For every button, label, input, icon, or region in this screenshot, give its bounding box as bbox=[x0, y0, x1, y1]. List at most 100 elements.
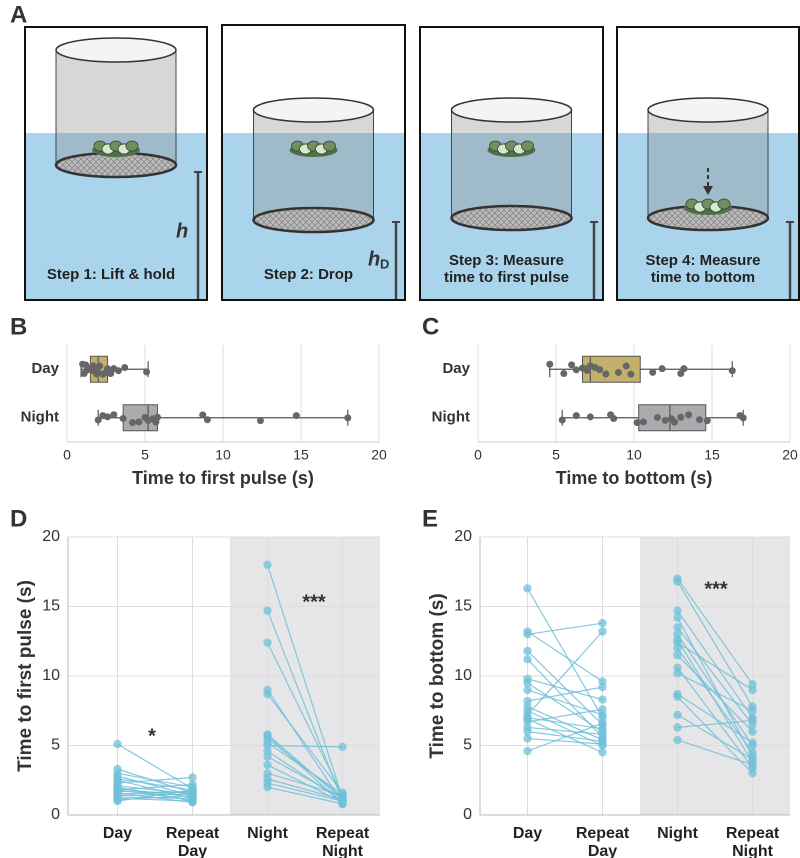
category-label: Day bbox=[102, 825, 133, 842]
point bbox=[113, 739, 122, 749]
point bbox=[113, 796, 122, 806]
cylinder-top bbox=[647, 97, 769, 123]
height-label: h bbox=[176, 220, 188, 242]
x-tick-label: 10 bbox=[626, 447, 642, 463]
point bbox=[560, 369, 568, 377]
pair-line bbox=[527, 689, 603, 716]
category-label: Night bbox=[247, 825, 288, 842]
point bbox=[119, 415, 127, 423]
cylinder-top bbox=[252, 97, 375, 123]
point bbox=[673, 710, 682, 720]
point bbox=[673, 692, 682, 702]
x-tick-label: 5 bbox=[552, 447, 560, 463]
pair-line bbox=[267, 782, 343, 802]
pair-line bbox=[677, 739, 753, 766]
significance: *** bbox=[704, 578, 728, 600]
point bbox=[602, 370, 610, 378]
point bbox=[523, 646, 532, 656]
specimen bbox=[487, 140, 536, 157]
category-label: Repeat Night bbox=[725, 825, 780, 858]
pair-line bbox=[267, 750, 343, 802]
pair-line bbox=[117, 790, 193, 794]
pair-line bbox=[266, 642, 344, 796]
point bbox=[572, 412, 580, 420]
pair-line bbox=[117, 793, 193, 797]
pair-line bbox=[527, 631, 603, 716]
x-tick-label: 0 bbox=[474, 447, 482, 463]
pair-line bbox=[117, 789, 193, 802]
specimen-lobe bbox=[125, 140, 139, 152]
point bbox=[649, 368, 657, 376]
cylinder-mesh bbox=[252, 206, 375, 234]
point bbox=[153, 413, 161, 421]
drop-arrow-head bbox=[703, 186, 713, 195]
category-label: Night bbox=[657, 825, 698, 842]
point bbox=[523, 584, 532, 593]
step-label: Step 4: Measure time to bottom bbox=[645, 252, 761, 287]
panel-letter: E bbox=[422, 505, 438, 532]
specimen-lobe bbox=[717, 198, 731, 210]
point bbox=[523, 678, 532, 688]
point bbox=[748, 716, 757, 725]
point bbox=[748, 769, 757, 778]
point bbox=[523, 685, 532, 695]
point bbox=[639, 418, 647, 426]
point bbox=[143, 368, 151, 376]
point bbox=[748, 760, 757, 770]
point bbox=[263, 689, 272, 699]
point bbox=[673, 650, 682, 660]
step-frame bbox=[616, 26, 800, 301]
point bbox=[344, 414, 352, 422]
point bbox=[292, 412, 300, 420]
x-axis-label: Time to bottom (s) bbox=[556, 468, 713, 488]
pair-line bbox=[117, 776, 193, 784]
category-label: Night bbox=[21, 409, 59, 426]
significance: * bbox=[148, 725, 156, 747]
point bbox=[661, 416, 669, 424]
point bbox=[546, 360, 554, 368]
point bbox=[94, 416, 102, 424]
point bbox=[627, 370, 635, 378]
point bbox=[558, 416, 566, 424]
significance: *** bbox=[302, 591, 326, 613]
y-tick-label: 0 bbox=[51, 806, 60, 823]
step-label: Step 1: Lift & hold bbox=[46, 266, 176, 283]
pair-line bbox=[267, 772, 343, 797]
category-label: Repeat Day bbox=[575, 825, 630, 858]
pair-line bbox=[677, 672, 753, 712]
pair-line bbox=[527, 737, 603, 745]
pair-line bbox=[677, 719, 753, 729]
point bbox=[673, 606, 682, 615]
point bbox=[653, 413, 661, 421]
point bbox=[728, 367, 736, 375]
pair-line bbox=[527, 622, 603, 635]
point bbox=[114, 367, 122, 375]
point bbox=[203, 416, 211, 424]
y-tick-label: 5 bbox=[51, 737, 60, 754]
point bbox=[523, 734, 532, 743]
point bbox=[188, 785, 197, 795]
y-tick-label: 20 bbox=[454, 528, 472, 545]
pair-line bbox=[527, 708, 603, 723]
y-tick-label: 20 bbox=[42, 528, 60, 545]
point bbox=[748, 748, 757, 757]
point bbox=[598, 748, 607, 757]
pair-line bbox=[527, 650, 603, 726]
cylinder-mesh bbox=[450, 204, 573, 232]
category-label: Repeat Night bbox=[315, 825, 370, 858]
point bbox=[673, 723, 682, 732]
x-tick-label: 20 bbox=[782, 447, 798, 463]
pair-line bbox=[527, 682, 603, 733]
point bbox=[596, 366, 604, 374]
pair-line bbox=[117, 768, 193, 794]
point bbox=[598, 739, 607, 749]
y-tick-label: 10 bbox=[42, 667, 60, 684]
pair-line bbox=[117, 778, 193, 791]
point bbox=[680, 365, 688, 373]
point bbox=[104, 413, 112, 421]
point bbox=[523, 655, 532, 664]
point bbox=[633, 419, 641, 427]
point bbox=[598, 627, 607, 636]
point bbox=[110, 411, 118, 419]
